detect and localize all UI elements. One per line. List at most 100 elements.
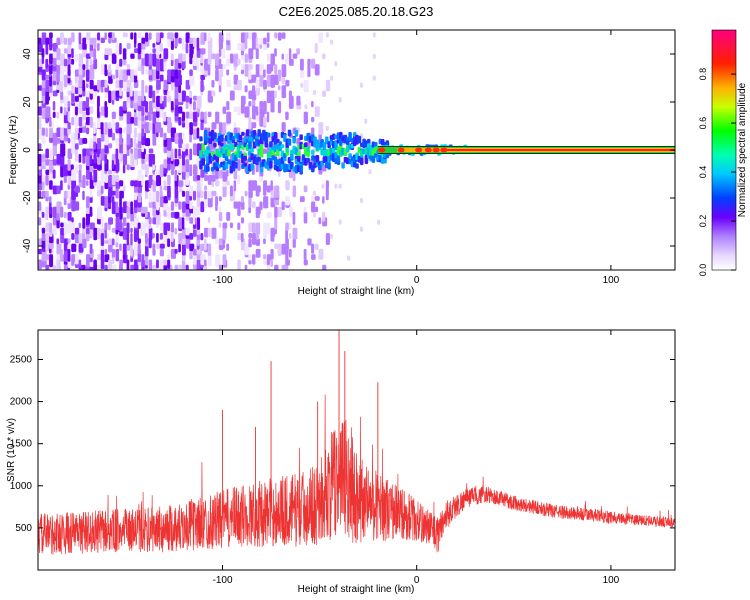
- heatmap-cell: [71, 58, 75, 65]
- heatmap-cell: [181, 143, 186, 152]
- heatmap-cell: [111, 132, 116, 141]
- heatmap-cell: [174, 106, 179, 117]
- heatmap-cell: [314, 206, 319, 213]
- heatmap-cell: [307, 64, 311, 78]
- heatmap-cell: [252, 233, 257, 245]
- heatmap-cell: [97, 95, 100, 108]
- heatmap-cell: [159, 74, 164, 82]
- heatmap-cell: [49, 270, 54, 279]
- heatmap-cell: [60, 180, 63, 191]
- snr-ytick-label: 1500: [10, 439, 33, 450]
- heatmap-cell: [192, 111, 198, 122]
- heatmap-cell: [334, 61, 338, 67]
- heatmap-cell: [248, 259, 252, 265]
- heatmap-cell: [274, 243, 279, 250]
- heatmap-cell: [192, 53, 198, 66]
- heatmap-cell: [49, 254, 54, 268]
- heatmap-xtick-label: -100: [212, 275, 232, 286]
- heatmap-cell: [304, 104, 308, 110]
- heatmap-cell: [119, 106, 124, 117]
- heatmap-cell: [270, 259, 273, 267]
- heatmap-cell: [104, 264, 108, 270]
- heatmap-cell: [314, 64, 320, 76]
- heatmap-cell: [45, 264, 50, 270]
- heatmap-cell: [82, 64, 86, 71]
- heatmap-cell: [89, 164, 95, 173]
- heatmap-cell: [45, 148, 49, 159]
- heatmap-cell: [85, 53, 91, 59]
- heatmap-cell: [67, 42, 72, 55]
- heatmap-cell: [276, 150, 280, 157]
- heatmap-cell: [52, 90, 58, 97]
- heatmap-panel: -100 0 100 -40 -20 0 20 40 Height of straight l…: [8, 29, 676, 297]
- heatmap-cell: [315, 154, 320, 163]
- heatmap-cell: [74, 201, 80, 211]
- heatmap-cell: [85, 169, 91, 180]
- heatmap-cell: [185, 32, 190, 43]
- heatmap-cell: [137, 148, 142, 159]
- heatmap-cell: [163, 48, 169, 60]
- heatmap-cell: [174, 264, 179, 270]
- heatmap-cell: [152, 48, 156, 54]
- heatmap-cell: [152, 132, 157, 146]
- heatmap-cell: [274, 48, 277, 57]
- heatmap-cell: [274, 217, 278, 230]
- heatmap-cell: [185, 174, 190, 186]
- heatmap-cell: [71, 48, 74, 59]
- heatmap-cell: [63, 211, 67, 219]
- heatmap-cell: [264, 143, 268, 148]
- heatmap-cell: [38, 174, 43, 184]
- heatmap-cell: [38, 259, 42, 270]
- heatmap-cell: [41, 127, 45, 136]
- heatmap-cell: [233, 122, 237, 128]
- heatmap-cell: [285, 248, 289, 261]
- heatmap-cell: [93, 259, 97, 270]
- snr-panel: -100 0 100 500 1000 1500 2000 2500 Height of st…: [6, 329, 676, 595]
- heatmap-cell: [163, 233, 168, 244]
- heatmap-cell: [287, 129, 292, 137]
- heatmap-cell: [167, 95, 172, 103]
- heatmap-cell: [170, 79, 174, 91]
- heatmap-cell: [185, 227, 191, 236]
- heatmap-cell: [141, 37, 146, 44]
- snr-ylabel: SNR (10 * v/v): [6, 418, 17, 482]
- heatmap-cell: [200, 233, 204, 241]
- heatmap-cell: [255, 185, 261, 193]
- heatmap-cell: [85, 58, 89, 70]
- heatmap-cell: [100, 217, 104, 230]
- heatmap-cell: [93, 153, 97, 164]
- heatmap-cell: [167, 206, 171, 219]
- heatmap-cell: [63, 58, 68, 67]
- heatmap-cell: [115, 148, 119, 161]
- colorbar-tick-label: 0.6: [698, 117, 708, 130]
- heatmap-cell: [178, 264, 183, 270]
- heatmap-cell: [74, 143, 79, 150]
- heatmap-cell: [222, 169, 228, 182]
- heatmap-cell: [82, 138, 88, 144]
- heatmap-cell: [200, 53, 204, 64]
- snr-frame: [37, 329, 676, 571]
- heatmap-cell: [97, 42, 100, 51]
- heatmap-cell: [85, 90, 91, 98]
- heatmap-cell: [49, 196, 52, 203]
- heatmap-cell: [218, 211, 223, 222]
- heatmap-ytick-label: 20: [22, 96, 33, 108]
- heatmap-cell: [60, 153, 65, 167]
- heatmap-cell: [222, 106, 227, 115]
- heatmap-cell: [269, 161, 273, 169]
- heatmap-cell: [133, 227, 139, 241]
- heatmap-cell: [89, 106, 94, 114]
- heatmap-cell: [197, 270, 201, 278]
- heatmap-cell: [170, 32, 174, 42]
- heatmap-cell: [159, 58, 165, 72]
- heatmap-cell: [108, 243, 113, 253]
- heatmap-cell: [229, 222, 234, 229]
- heatmap-cell: [89, 79, 94, 90]
- heatmap-cell: [156, 95, 161, 108]
- heatmap-cell: [45, 206, 50, 215]
- heatmap-cell: [71, 85, 75, 94]
- heatmap-cell: [45, 58, 49, 69]
- heatmap-cell: [49, 116, 52, 127]
- heatmap-cell: [60, 248, 63, 262]
- heatmap-cell: [322, 211, 326, 222]
